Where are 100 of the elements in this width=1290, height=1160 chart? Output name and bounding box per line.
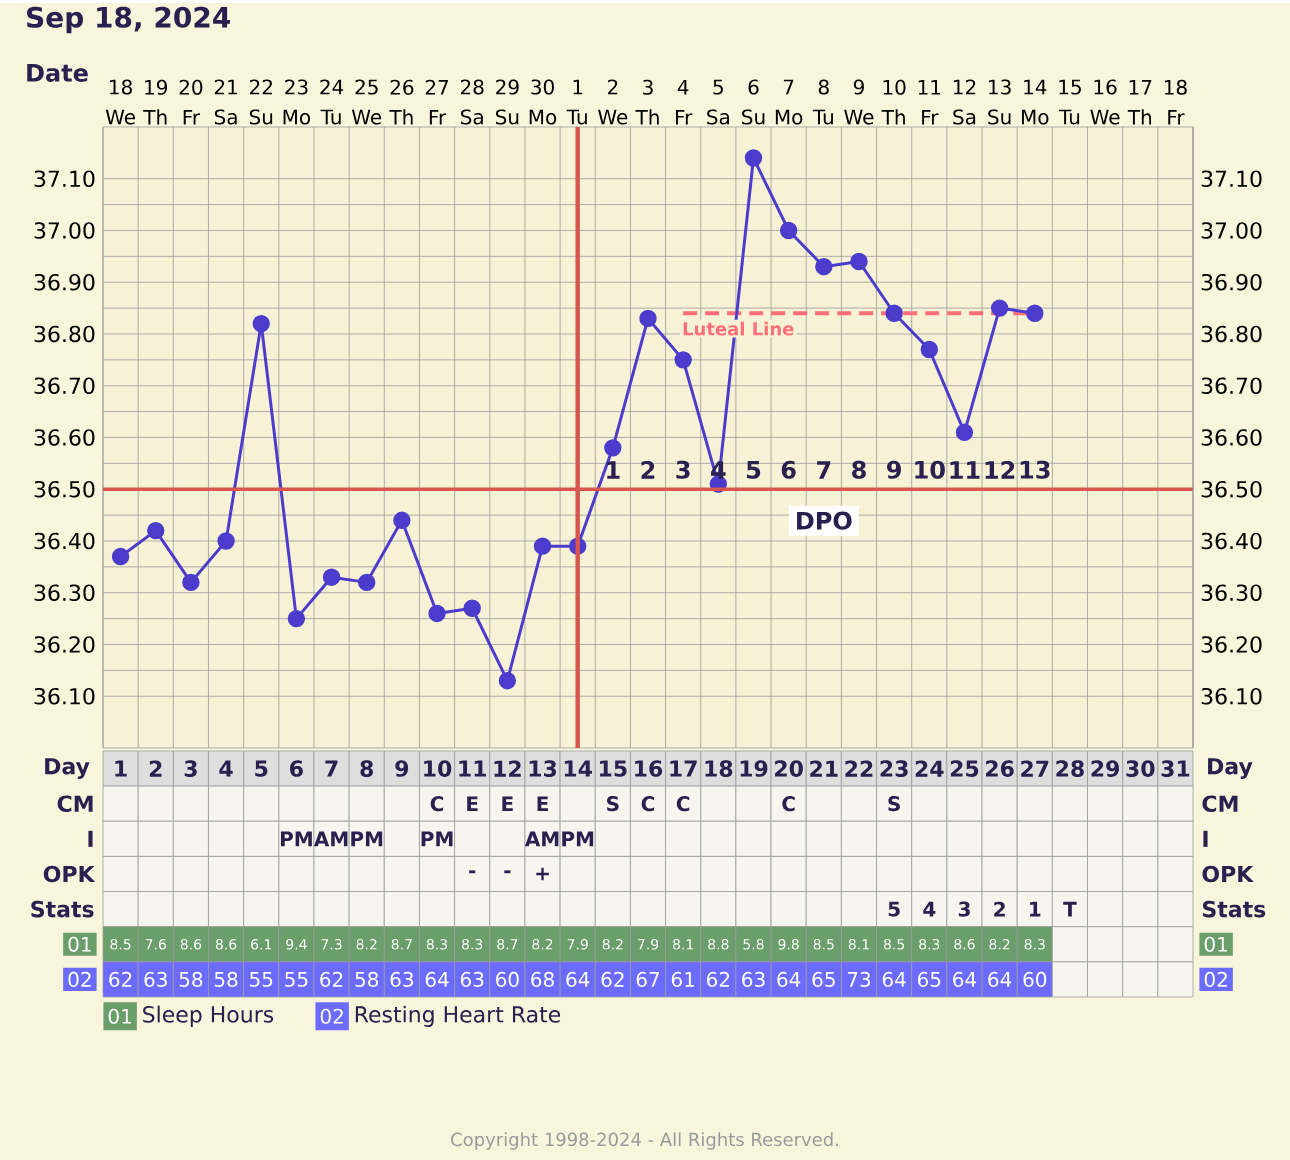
x-tick-label: 15 (600, 760, 627, 777)
text: Sleep Hours (143, 1005, 274, 1027)
x-tick-label: 12 Sa (953, 79, 976, 125)
data-label: 8.2 (532, 938, 553, 950)
x-tick-label: 28 (1056, 760, 1084, 777)
x-tick-label: 9 We (844, 79, 874, 125)
x-tick-label: 22 Su (249, 79, 273, 125)
data-label: 68 (531, 971, 554, 987)
annotation: 7 (817, 461, 831, 479)
data-label: 64 (882, 971, 906, 987)
category-label: 02 (320, 1008, 343, 1024)
annotation: 5 (746, 461, 761, 479)
point (779, 221, 798, 240)
point (674, 351, 692, 369)
y-tick-label: 37.10 (34, 170, 95, 188)
annotation: 13 (1020, 460, 1050, 479)
x-tick-label: 20 Fr (179, 79, 203, 125)
text: E (467, 796, 478, 811)
data-label: 60 (1023, 971, 1047, 987)
point (358, 573, 376, 592)
x-tick-label: 18 (705, 760, 733, 777)
data-label: 9.8 (778, 938, 799, 950)
data-label: 7.9 (638, 938, 659, 950)
y2-tick-label: 37.00 (1201, 222, 1262, 239)
annotation: 3 (676, 460, 690, 479)
text: S (888, 796, 900, 812)
text: + (536, 867, 549, 881)
x-tick-label: 20 (775, 760, 803, 777)
point (322, 568, 341, 586)
x-tick-label: 24 (915, 760, 944, 777)
point (955, 423, 974, 442)
y2-tick-label: 02 (1204, 971, 1227, 987)
y2-tick-label: 36.70 (1201, 377, 1262, 395)
data-label: 8.3 (1024, 938, 1045, 950)
text: C (676, 796, 690, 812)
data-label: 62 (707, 971, 730, 987)
category-label: 01 (108, 1008, 132, 1024)
data-label: 65 (917, 971, 941, 987)
x-tick-label: 11 (459, 760, 486, 777)
point (885, 304, 903, 322)
data-label: 8.2 (989, 938, 1010, 950)
annotation: 10 (915, 460, 945, 479)
x-tick-label: 25 (950, 760, 979, 777)
y2-tick-label: 36.10 (1201, 687, 1262, 705)
text: T (1063, 901, 1077, 917)
x-tick-label: 4 Fr (676, 80, 693, 125)
data-label: 7.9 (567, 938, 588, 950)
x-tick-label: 19 Th (143, 79, 168, 125)
y-tick-label: 36.90 (34, 273, 95, 291)
y-tick-label: 02 (68, 971, 91, 987)
x-tick-label: 1 (115, 760, 127, 777)
y-tick-label: 36.70 (34, 377, 95, 395)
data-label: 9.4 (286, 938, 307, 950)
point (744, 149, 763, 167)
y-tick-label: 36.60 (34, 429, 95, 446)
data-label: 8.6 (180, 938, 202, 950)
x-tick-label: 25 We (351, 79, 382, 125)
x-tick-label: 5 Sa (707, 79, 729, 125)
x-tick-label: 16 (635, 760, 663, 777)
data-label: 8.1 (672, 938, 694, 950)
data-label: 8.5 (813, 938, 834, 950)
y-tick-label: 36.40 (34, 532, 95, 550)
x-tick-label: 2 We (598, 79, 628, 125)
y2-tick-label: 01 (1204, 936, 1228, 952)
data-label: 63 (742, 971, 765, 987)
text: Copyright 1998-2024 - All Rights Reserved. (451, 1132, 838, 1150)
data-label: 61 (671, 971, 695, 987)
x-tick-label: 6 Su (742, 79, 765, 125)
text: PM (351, 831, 383, 847)
annotation: 9 (887, 460, 901, 479)
series-label: Luteal Line (683, 321, 794, 336)
text: AM (524, 831, 559, 847)
x-tick-label: 3 (184, 760, 197, 777)
point (639, 309, 657, 328)
text: C (782, 796, 795, 812)
x-tick-label: 13 (529, 760, 557, 777)
data-label: 58 (214, 971, 238, 987)
point (428, 604, 446, 623)
x-tick-label: 29 Su (495, 79, 519, 125)
y-tick-label: Stats (31, 900, 94, 918)
text: S (607, 796, 619, 812)
text: 5 (888, 901, 900, 917)
text: Resting Heart Rate (355, 1005, 561, 1027)
point (498, 672, 517, 690)
point (463, 599, 481, 617)
annotation: DPO (797, 511, 852, 530)
data-label: 64 (425, 971, 449, 987)
y2-tick-label: 36.40 (1201, 532, 1262, 550)
y-tick-label: 36.20 (34, 636, 95, 653)
x-tick-label: 14 Mo (1022, 79, 1049, 125)
x-tick-label: 27 (1021, 760, 1049, 777)
y-tick-label: 36.30 (34, 584, 95, 602)
data-label: 6.1 (251, 938, 272, 950)
y2-tick-label: 36.30 (1201, 584, 1262, 602)
x-tick-label: 22 (845, 760, 873, 777)
data-label: 8.3 (462, 938, 483, 950)
annotation: 2 (641, 461, 655, 479)
text: Day (1208, 758, 1253, 779)
point (393, 511, 411, 529)
x-tick-label: 27 Fr (425, 79, 449, 125)
